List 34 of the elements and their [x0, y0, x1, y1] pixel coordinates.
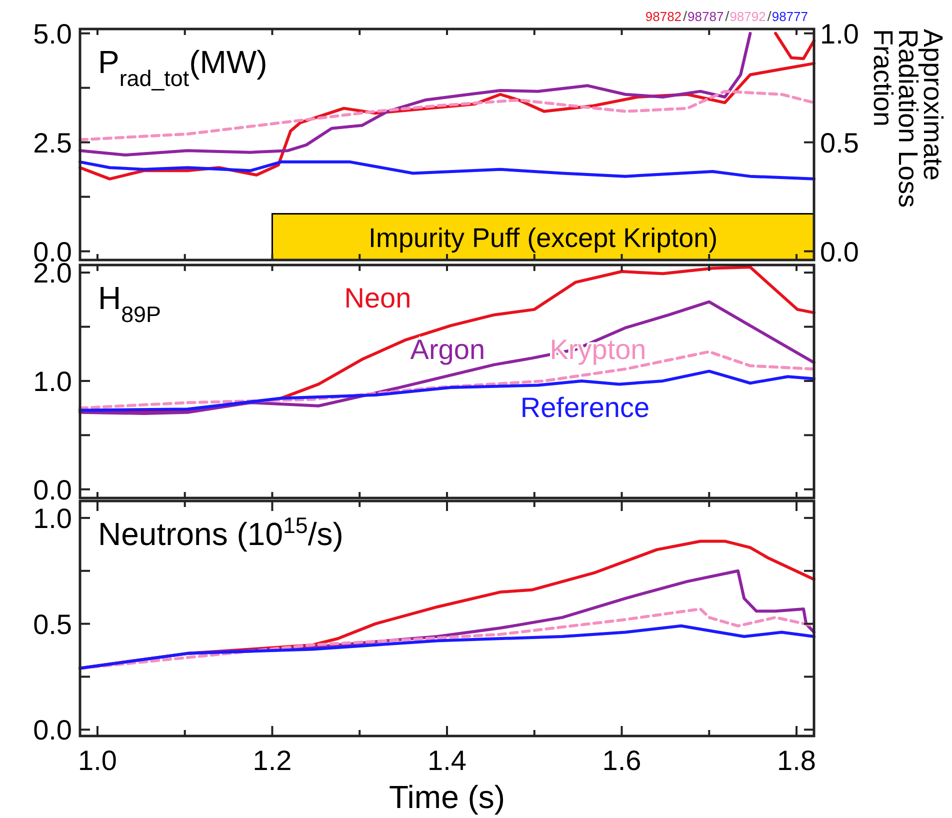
y2-tick-label: 0.0 — [820, 236, 859, 268]
x-tick-label: 1.4 — [428, 745, 466, 776]
line-series — [78, 160, 816, 180]
x-tick-label: 1.6 — [602, 745, 642, 776]
y-tick-label: 0.5 — [33, 608, 72, 640]
y2-axis-title: Approximate Radiation Loss Fraction — [868, 29, 948, 208]
line-series — [78, 32, 752, 156]
y2-tick-label: 0.5 — [820, 127, 859, 158]
y-tick-label: 5.0 — [33, 18, 72, 50]
text: H$_{89P}$ — [98, 280, 161, 326]
series-label: Krypton — [550, 334, 646, 365]
y-tick-label: 1.0 — [33, 366, 72, 397]
x-tick-label: 1.8 — [777, 745, 816, 776]
text: 98792 — [730, 9, 766, 24]
band-label: Impurity Puff (except Kripton) — [368, 222, 718, 253]
y2-tick-label: 1.0 — [820, 18, 859, 50]
series-label: Reference — [520, 392, 650, 424]
x-axis-title: Time (s) — [388, 779, 506, 815]
chart-title: Neutrons (10$^{15}$/s) — [98, 512, 344, 552]
text: P$_{rad_tot}$(MW) — [98, 44, 268, 90]
text: 98777 — [772, 9, 808, 24]
line-series — [78, 624, 816, 670]
y-tick-label: 1.0 — [33, 502, 72, 534]
y-tick-label: 2.5 — [33, 127, 72, 158]
series-label: Neon — [344, 282, 412, 314]
y-tick-label: 0.0 — [33, 714, 72, 746]
x-tick-label: 1.0 — [78, 745, 117, 776]
series-label: Argon — [410, 334, 486, 365]
text: 98787 — [688, 9, 724, 24]
line-series — [78, 90, 816, 142]
y-tick-label: 0.0 — [33, 474, 72, 506]
x-tick-label: 1.2 — [252, 745, 292, 776]
line-series — [774, 32, 816, 60]
text: 98782 — [645, 9, 682, 24]
